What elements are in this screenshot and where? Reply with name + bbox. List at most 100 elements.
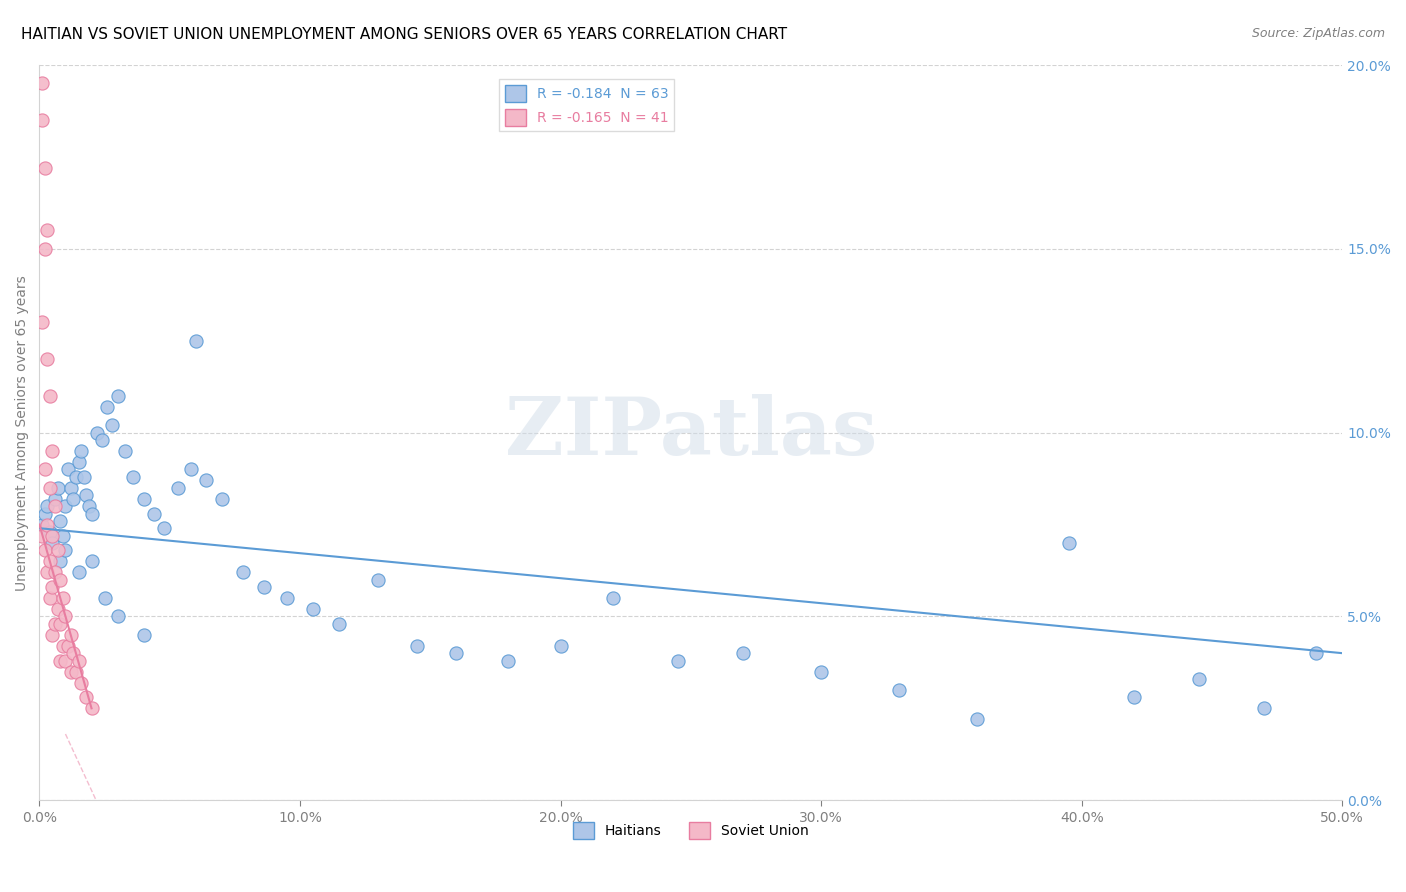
Point	[49, 653, 72, 667]
Point	[55, 653, 77, 667]
Point	[34, 462, 56, 476]
Point	[31, 315, 53, 329]
Point	[38, 524, 60, 539]
Point	[52, 639, 75, 653]
Point	[101, 418, 124, 433]
Text: Source: ZipAtlas.com: Source: ZipAtlas.com	[1251, 27, 1385, 40]
Point	[75, 690, 97, 705]
Point	[96, 400, 118, 414]
Point	[37, 517, 59, 532]
Point	[132, 628, 155, 642]
Point	[153, 521, 176, 535]
Point	[1188, 672, 1211, 686]
Point	[34, 507, 56, 521]
Point	[122, 469, 145, 483]
Point	[34, 242, 56, 256]
Point	[65, 469, 87, 483]
Point	[70, 675, 93, 690]
Point	[62, 491, 84, 506]
Point	[166, 481, 188, 495]
Point	[49, 514, 72, 528]
Point	[252, 580, 274, 594]
Point	[41, 536, 63, 550]
Point	[38, 591, 60, 605]
Point	[62, 646, 84, 660]
Point	[1305, 646, 1327, 660]
Point	[1253, 701, 1275, 715]
Point	[38, 481, 60, 495]
Point	[77, 499, 100, 513]
Point	[49, 573, 72, 587]
Point	[41, 628, 63, 642]
Point	[107, 389, 129, 403]
Point	[34, 161, 56, 175]
Point	[1122, 690, 1144, 705]
Point	[38, 389, 60, 403]
Point	[49, 554, 72, 568]
Point	[44, 566, 66, 580]
Point	[55, 499, 77, 513]
Point	[73, 469, 96, 483]
Point	[31, 528, 53, 542]
Point	[232, 566, 254, 580]
Point	[37, 352, 59, 367]
Point	[52, 591, 75, 605]
Point	[75, 488, 97, 502]
Legend: Haitians, Soviet Union: Haitians, Soviet Union	[567, 817, 814, 845]
Point	[31, 113, 53, 128]
Point	[966, 712, 988, 726]
Y-axis label: Unemployment Among Seniors over 65 years: Unemployment Among Seniors over 65 years	[15, 275, 30, 591]
Point	[114, 444, 136, 458]
Point	[184, 334, 207, 348]
Point	[446, 646, 468, 660]
Point	[80, 701, 103, 715]
Point	[46, 481, 69, 495]
Point	[52, 528, 75, 542]
Point	[80, 507, 103, 521]
Point	[49, 616, 72, 631]
Point	[34, 543, 56, 558]
Point	[59, 665, 82, 679]
Point	[59, 481, 82, 495]
Point	[211, 491, 233, 506]
Point	[37, 223, 59, 237]
Point	[67, 455, 90, 469]
Point	[302, 602, 325, 616]
Point	[70, 444, 93, 458]
Point	[37, 566, 59, 580]
Point	[143, 507, 166, 521]
Point	[41, 444, 63, 458]
Point	[889, 682, 911, 697]
Point	[731, 646, 754, 660]
Point	[67, 566, 90, 580]
Point	[65, 665, 87, 679]
Point	[132, 491, 155, 506]
Point	[498, 653, 520, 667]
Point	[367, 573, 389, 587]
Point	[91, 433, 114, 447]
Point	[550, 639, 572, 653]
Point	[31, 77, 53, 91]
Point	[59, 628, 82, 642]
Point	[86, 425, 108, 440]
Point	[46, 543, 69, 558]
Text: ZIPatlas: ZIPatlas	[505, 393, 877, 472]
Point	[1057, 536, 1080, 550]
Point	[41, 580, 63, 594]
Point	[55, 609, 77, 624]
Point	[180, 462, 202, 476]
Point	[41, 528, 63, 542]
Point	[328, 616, 350, 631]
Point	[666, 653, 689, 667]
Point	[810, 665, 832, 679]
Point	[276, 591, 298, 605]
Point	[37, 499, 59, 513]
Point	[56, 462, 79, 476]
Point	[55, 543, 77, 558]
Point	[80, 554, 103, 568]
Point	[67, 653, 90, 667]
Point	[406, 639, 429, 653]
Point	[44, 499, 66, 513]
Point	[44, 491, 66, 506]
Point	[107, 609, 129, 624]
